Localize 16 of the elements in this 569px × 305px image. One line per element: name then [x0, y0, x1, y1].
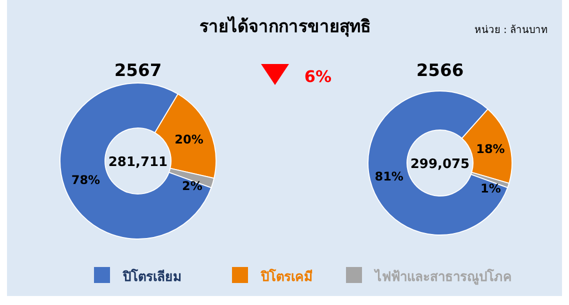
data-label: 78% [71, 173, 100, 188]
data-label: 18% [476, 142, 505, 156]
legend-label: ปิโตรเลียม [122, 268, 182, 285]
text: หน่วย : ล้านบาท [474, 24, 548, 36]
legend-label: ไฟฟ้าและสาธารณูปโภค [373, 268, 512, 285]
data-label: 2% [182, 179, 202, 194]
data-label: 81% [374, 169, 404, 184]
text: 299,075 [410, 157, 470, 172]
slice-label: 2567 [114, 61, 162, 81]
data-label: 20% [174, 132, 204, 147]
chart-title: รายได้จากการขายสุทธิ [200, 16, 370, 37]
data-label: 1% [480, 181, 501, 196]
text: 6% [304, 67, 332, 86]
slice-label: 2566 [416, 61, 464, 81]
text: 281,711 [108, 155, 168, 170]
legend-label: ปิโตรเคมี [260, 268, 313, 285]
